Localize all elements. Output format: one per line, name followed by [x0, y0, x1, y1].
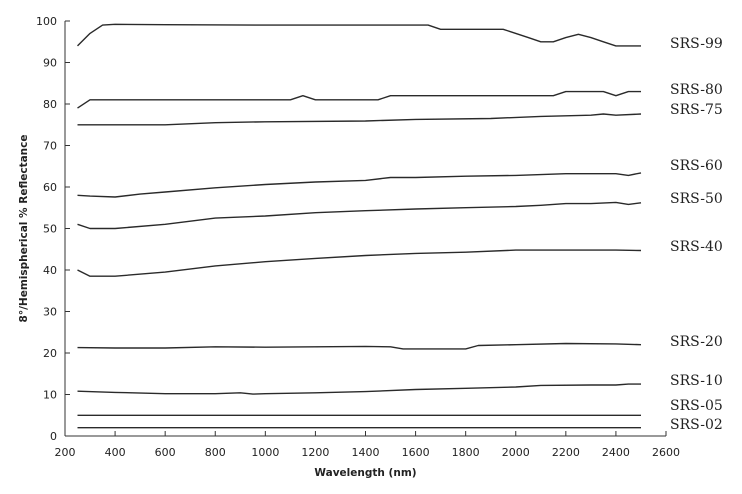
x-tick-label: 2600: [652, 446, 680, 459]
series-label-srs-40: SRS-40: [670, 239, 723, 255]
series-line-srs-50: [77, 201, 642, 230]
series-line-srs-10: [77, 383, 641, 395]
x-tick-label: 600: [155, 446, 176, 459]
x-tick-label: 1600: [402, 446, 430, 459]
x-tick-label: 400: [105, 446, 126, 459]
series-label-srs-99: SRS-99: [670, 36, 723, 52]
series-label-srs-80: SRS-80: [670, 82, 723, 98]
series-label-srs-50: SRS-50: [670, 191, 723, 207]
series-label-srs-10: SRS-10: [670, 373, 723, 389]
series-line-srs-40: [77, 249, 642, 277]
series-label-srs-20: SRS-20: [670, 334, 723, 350]
axes: 0 10 20 30 40 50 60 70 80 90 100 200 400 600 800 1000 12…: [36, 15, 680, 459]
y-tick-label: 50: [43, 223, 57, 236]
x-tick-label: 200: [55, 446, 76, 459]
series-labels: SRS-99 SRS-80 SRS-75 SRS-60 SRS-50 SRS-40 SRS-…: [670, 36, 723, 433]
y-tick-label: 80: [43, 98, 57, 111]
series-line-srs-75: [77, 113, 642, 126]
y-tick-label: 0: [50, 430, 57, 443]
y-tick-label: 70: [43, 140, 57, 153]
series-line-srs-60: [77, 172, 642, 198]
x-tick-label: 1800: [452, 446, 480, 459]
series-label-srs-02: SRS-02: [670, 417, 723, 433]
x-tick-label: 2200: [552, 446, 580, 459]
y-tick-label: 10: [43, 389, 57, 402]
y-tick-label: 30: [43, 306, 57, 319]
y-tick-label: 20: [43, 347, 57, 360]
x-tick-label: 1400: [352, 446, 380, 459]
series-label-srs-75: SRS-75: [670, 102, 723, 118]
x-tick-label: 1200: [301, 446, 329, 459]
x-axis-title: Wavelength (nm): [314, 467, 416, 479]
y-tick-label: 40: [43, 264, 57, 277]
y-tick-label: 90: [43, 57, 57, 70]
x-tick-label: 2400: [602, 446, 630, 459]
series-label-srs-05: SRS-05: [670, 398, 723, 414]
series-line-srs-80: [77, 90, 641, 109]
y-axis-title: 8°/Hemispherical % Reflectance: [18, 135, 30, 323]
x-tick-label: 800: [205, 446, 226, 459]
x-tick-label: 1000: [251, 446, 279, 459]
series-label-srs-60: SRS-60: [670, 158, 723, 174]
series-group: [77, 23, 642, 429]
y-tick-label: 100: [36, 15, 57, 28]
x-tick-label: 2000: [502, 446, 530, 459]
series-line-srs-20: [77, 342, 642, 350]
y-tick-label: 60: [43, 181, 57, 194]
series-line-srs-99: [77, 23, 641, 47]
